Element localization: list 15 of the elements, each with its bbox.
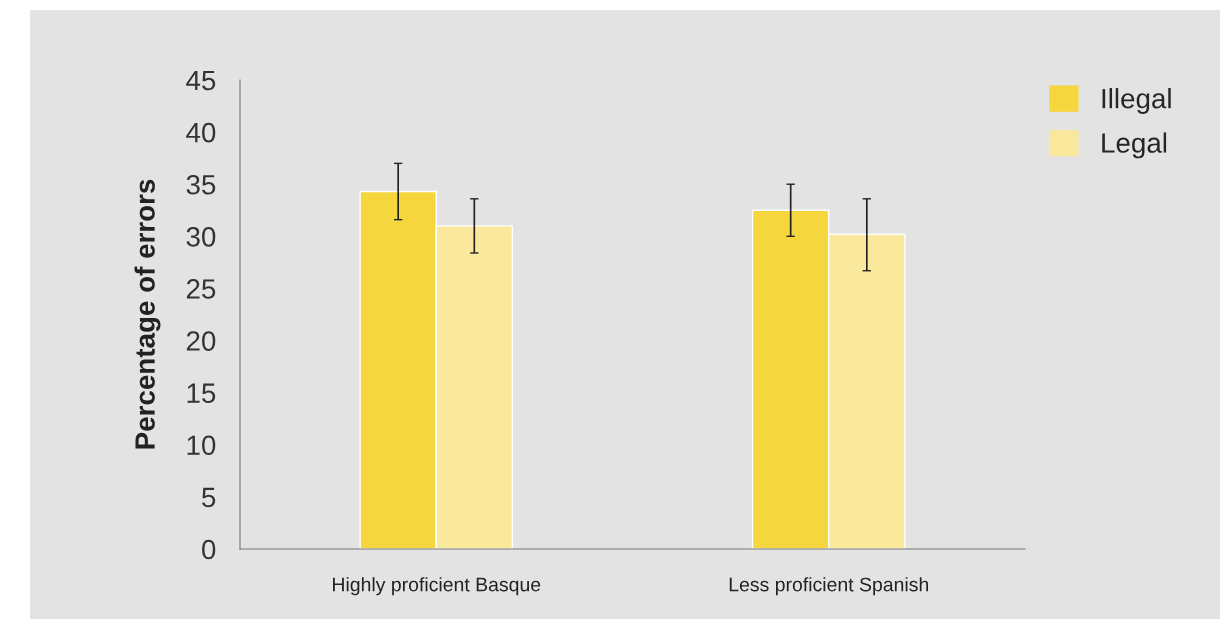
y-tick-label: 30: [186, 227, 216, 247]
y-tick-label: 0: [202, 539, 216, 560]
legend-label: Illegal: [1102, 88, 1171, 114]
y-tick-label: 25: [186, 279, 216, 299]
legend-label: Legal: [1102, 132, 1167, 159]
y-tick-label: 15: [187, 383, 216, 404]
y-tick-label: 20: [186, 331, 216, 351]
y-tick-label: 45: [186, 70, 216, 91]
y-tick-label: 35: [186, 174, 216, 195]
y-tick-label: 5: [202, 487, 216, 508]
y-tick-label: 40: [186, 122, 216, 143]
x-tick-label: Highly proficient Basque: [333, 577, 541, 596]
y-tick-label: 10: [187, 435, 216, 456]
x-tick-label: Less proficient Spanish: [729, 577, 929, 596]
y-axis-title: Percentage of errors: [134, 179, 161, 449]
